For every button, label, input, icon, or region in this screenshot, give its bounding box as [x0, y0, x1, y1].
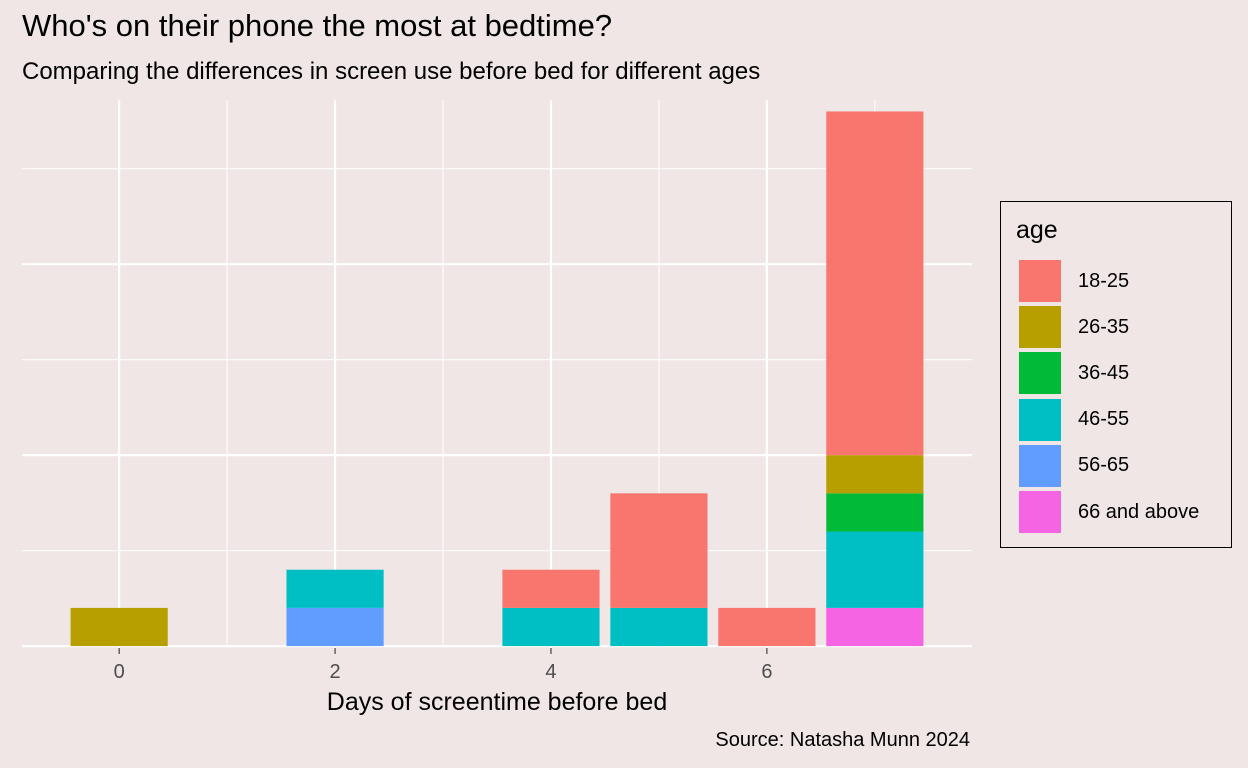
bar-segment-18-25	[610, 493, 708, 608]
legend-swatch	[1019, 444, 1061, 487]
legend-swatch	[1019, 352, 1061, 395]
legend-swatch	[1019, 260, 1061, 302]
bar-segment-18-25	[502, 569, 600, 608]
legend-swatch	[1019, 306, 1061, 349]
legend-item: 66 and above	[1019, 491, 1199, 533]
legend: age 18-25 26-35 36-45 46-55 56-65 66 and abov…	[1000, 201, 1232, 548]
legend-label: 66 and above	[1078, 500, 1200, 523]
minor-gridlines	[22, 100, 972, 648]
bar-segment-18-25	[718, 607, 816, 647]
legend-label: 26-35	[1078, 315, 1130, 338]
bar-segment-18-25	[826, 111, 924, 456]
panel-background	[22, 100, 972, 648]
legend-item: 26-35	[1019, 306, 1130, 349]
chart-caption: Source: Natasha Munn 2024	[715, 729, 970, 751]
x-tick-label: 2	[330, 661, 341, 683]
legend-swatch	[1019, 491, 1061, 533]
bar-segment-46-55	[610, 607, 708, 647]
chart-title: Who's on their phone the most at bedtime…	[22, 8, 613, 43]
bar-segment-26-35	[826, 455, 924, 494]
legend-item: 56-65	[1019, 444, 1130, 487]
legend-item: 36-45	[1019, 352, 1130, 395]
x-axis-title: Days of screentime before bed	[327, 688, 667, 716]
legend-item: 18-25	[1019, 260, 1129, 302]
legend-swatch	[1019, 398, 1061, 441]
legend-label: 46-55	[1078, 408, 1130, 431]
bar-segment-36-45	[826, 493, 924, 532]
legend-title: age	[1016, 216, 1058, 244]
bar-segment-56-65	[286, 607, 384, 647]
major-gridlines	[22, 100, 972, 648]
bar-segment-46-55	[502, 607, 600, 647]
bar-layer	[70, 111, 924, 647]
legend-label: 18-25	[1078, 269, 1130, 292]
bar-segment-66-and-above	[826, 607, 924, 647]
x-axis-ticks: 0 2 4 6	[114, 648, 772, 683]
bar-segment-46-55	[826, 531, 924, 608]
bar-segment-26-35	[70, 607, 168, 647]
x-tick-label: 6	[761, 661, 772, 683]
legend-item: 46-55	[1019, 398, 1130, 441]
bar-segment-46-55	[286, 569, 384, 608]
x-tick-label: 4	[545, 661, 556, 683]
x-tick-label: 0	[114, 661, 125, 683]
legend-label: 56-65	[1078, 454, 1130, 477]
chart-subtitle: Comparing the differences in screen use …	[22, 58, 761, 85]
legend-label: 36-45	[1078, 361, 1130, 384]
